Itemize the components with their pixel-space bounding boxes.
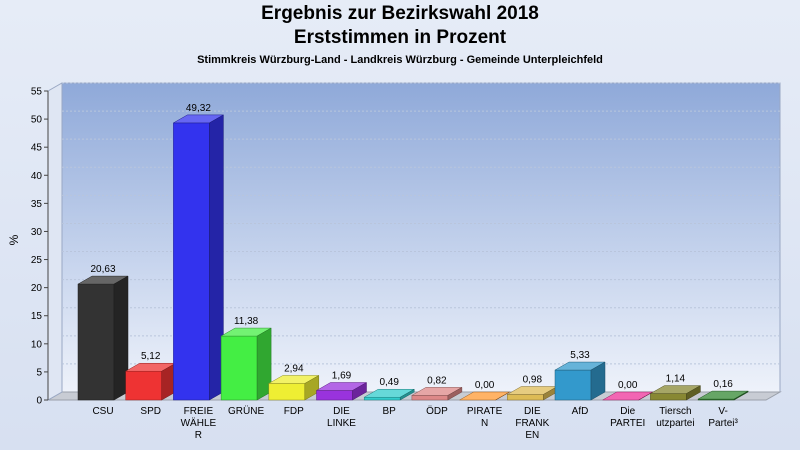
x-tick-label: Die PARTEI: [610, 406, 645, 429]
bar-side: [447, 386, 463, 401]
data-label: 0,98: [523, 374, 543, 385]
chart-title: Ergebnis zur Bezirkswahl 2018: [261, 3, 539, 24]
y-tick-label: 15: [31, 311, 43, 322]
y-tick-label: 0: [36, 396, 42, 407]
bar: [124, 362, 177, 401]
bar-side: [590, 361, 606, 401]
x-tick-label: ÖDP: [426, 405, 448, 417]
y-tick-label: 50: [31, 115, 43, 126]
x-tick-label: DIE LINKE: [327, 406, 356, 429]
data-label: 2,94: [284, 363, 304, 374]
data-label: 20,63: [90, 264, 115, 275]
bar: [697, 390, 750, 401]
bar-front: [173, 122, 210, 401]
bar: [410, 386, 463, 401]
y-tick-label: 35: [31, 199, 43, 210]
bar-front: [411, 395, 449, 401]
chart-subsubtitle: Stimmkreis Würzburg-Land - Landkreis Wür…: [197, 54, 603, 66]
x-tick-label: BP: [383, 406, 397, 417]
data-label: 0,00: [475, 380, 495, 391]
y-tick-label: 10: [31, 339, 43, 350]
bar: [363, 388, 416, 401]
x-tick-label: FDP: [284, 406, 304, 417]
bar-side: [686, 385, 701, 401]
x-tick-label: SPD: [140, 406, 161, 417]
y-axis-label: %: [7, 234, 21, 245]
bar-side: [352, 382, 367, 401]
data-label: 0,00: [618, 380, 638, 391]
bar-front: [220, 335, 258, 401]
data-label: 0,82: [427, 375, 447, 386]
bar: [649, 385, 702, 401]
data-label: 0,49: [379, 377, 399, 388]
y-tick-label: 25: [31, 255, 43, 266]
data-label: 1,69: [332, 371, 352, 382]
data-label: 0,16: [713, 379, 733, 390]
plot-area: [61, 82, 781, 393]
bar-front: [507, 394, 544, 401]
data-label: 5,33: [570, 350, 590, 361]
y-tick-label: 20: [31, 283, 43, 294]
plot-side-wall: [47, 82, 63, 401]
bar-front: [268, 383, 306, 401]
bar: [172, 114, 225, 401]
data-label: 11,38: [234, 316, 259, 327]
bar: [458, 391, 511, 401]
y-tick-label: 55: [31, 87, 43, 98]
x-tick-label: GRÜNE: [228, 405, 264, 417]
bar: [554, 361, 606, 401]
bar: [220, 327, 273, 401]
bar: [506, 386, 559, 401]
bar: [267, 375, 320, 401]
x-tick-label: PIRATE N: [467, 406, 503, 429]
x-tick-label: AfD: [572, 406, 589, 417]
x-tick-label: CSU: [92, 406, 113, 417]
bar-side: [495, 391, 510, 401]
y-tick-label: 45: [31, 143, 43, 154]
bar-front: [363, 396, 401, 401]
bar-front: [77, 283, 115, 401]
bar-side: [399, 388, 415, 401]
y-tick-label: 5: [36, 367, 42, 378]
data-label: 5,12: [141, 351, 161, 362]
bar: [315, 382, 368, 401]
bar-side: [733, 390, 749, 401]
bar-front: [316, 390, 353, 401]
bar-front: [554, 369, 592, 401]
x-tick-label: DIE FRANK EN: [515, 406, 549, 441]
y-tick-label: 30: [31, 227, 43, 238]
x-tick-label: V-Partei³: [708, 406, 738, 429]
bar-front: [650, 393, 687, 401]
chart-subtitle: Erststimmen in Prozent: [293, 27, 507, 48]
x-tick-label: FREIE WÄHLE R: [181, 406, 217, 441]
x-tick-label: Tiersch utzpartei: [656, 406, 694, 429]
bar: [77, 275, 129, 401]
data-label: 1,14: [666, 374, 686, 385]
y-tick-label: 40: [31, 171, 43, 182]
data-label: 49,32: [186, 103, 211, 114]
bar-front: [125, 370, 162, 401]
